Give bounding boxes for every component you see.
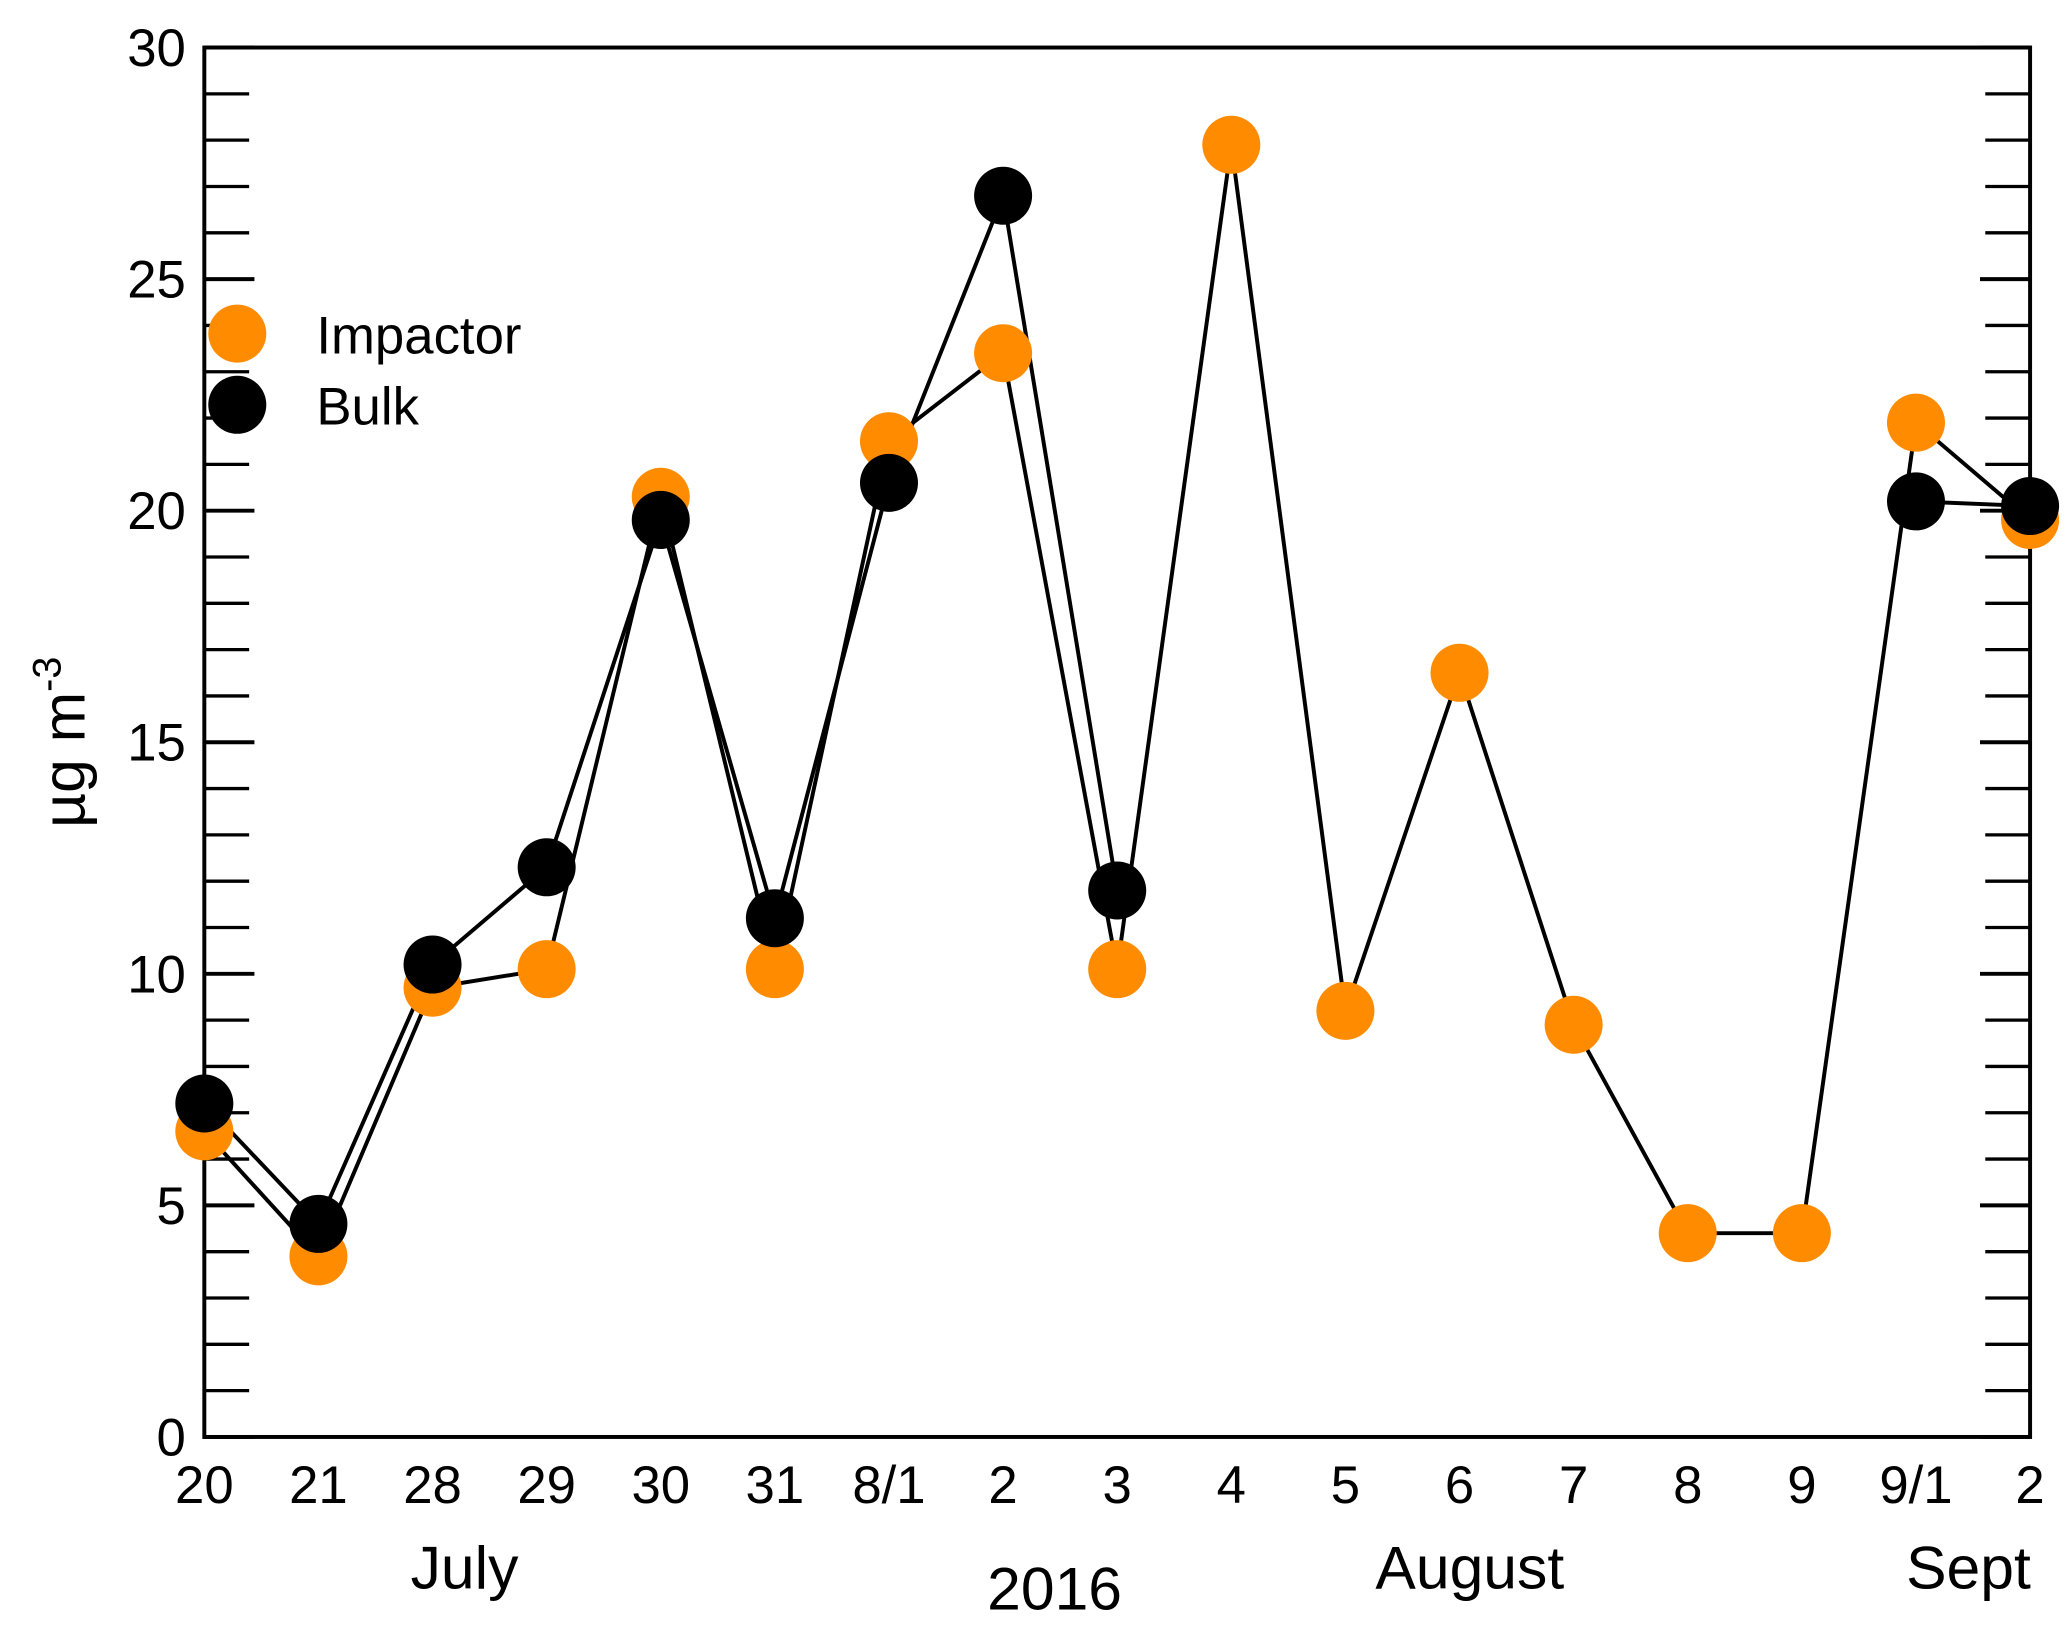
x-tick-label: 2 [2015, 1456, 2044, 1515]
data-point [1886, 472, 1945, 531]
data-point [1886, 393, 1945, 452]
x-tick-label: 6 [1445, 1456, 1474, 1515]
y-tick-label: 0 [157, 1408, 186, 1467]
x-group-label: Sept [1906, 1534, 2031, 1602]
legend-label: Bulk [316, 378, 419, 437]
plot-frame [202, 45, 2033, 1439]
data-point [745, 889, 804, 948]
x-tick-label: 3 [1103, 1456, 1132, 1515]
x-tick-label: 30 [631, 1456, 690, 1515]
x-tick-label: 9/1 [1879, 1456, 1952, 1515]
x-tick-label: 21 [289, 1456, 348, 1515]
x-tick-label: 8 [1673, 1456, 1702, 1515]
y-tick-label: 5 [157, 1177, 186, 1236]
data-point [631, 490, 690, 549]
x-tick-label: 5 [1331, 1456, 1360, 1515]
legend-marker [208, 304, 267, 363]
x-tick-label: 9 [1787, 1456, 1816, 1515]
x-tick-label: 29 [517, 1456, 576, 1515]
data-point [1544, 995, 1603, 1054]
y-tick-label: 15 [127, 714, 186, 773]
y-tick-label: 30 [127, 19, 186, 78]
legend-marker [208, 375, 267, 434]
data-point [859, 453, 918, 512]
y-axis-label-main: µg m [29, 692, 97, 828]
y-tick-label: 25 [127, 251, 186, 310]
data-point [974, 324, 1033, 383]
data-point [289, 1194, 348, 1253]
y-tick-label: 10 [127, 945, 186, 1004]
data-point [859, 412, 918, 471]
data-point [1088, 940, 1147, 999]
data-point [517, 940, 576, 999]
data-point [1088, 861, 1147, 920]
x-axis-label: 2016 [987, 1555, 1122, 1623]
data-point [1316, 981, 1375, 1040]
data-point [1202, 115, 1261, 174]
data-point [1430, 643, 1489, 702]
x-tick-label: 31 [746, 1456, 805, 1515]
x-tick-label: 20 [175, 1456, 234, 1515]
data-point [2001, 477, 2060, 536]
x-tick-label: 28 [403, 1456, 462, 1515]
x-group-label: August [1375, 1534, 1564, 1602]
data-point [517, 838, 576, 897]
data-point [1772, 1204, 1831, 1263]
x-tick-label: 4 [1217, 1456, 1246, 1515]
data-point [974, 166, 1033, 225]
data-point [403, 935, 462, 994]
y-axis-label: µg m-3 [26, 657, 98, 828]
data-point [745, 940, 804, 999]
data-point [175, 1074, 234, 1133]
y-axis-label-superscript: -3 [26, 657, 70, 692]
y-tick-label: 20 [127, 482, 186, 541]
x-group-label: July [411, 1534, 519, 1602]
x-tick-label: 2 [988, 1456, 1017, 1515]
legend-label: Impactor [316, 306, 521, 365]
x-tick-label: 8/1 [852, 1456, 925, 1515]
data-point [1658, 1204, 1717, 1263]
x-tick-label: 7 [1559, 1456, 1588, 1515]
